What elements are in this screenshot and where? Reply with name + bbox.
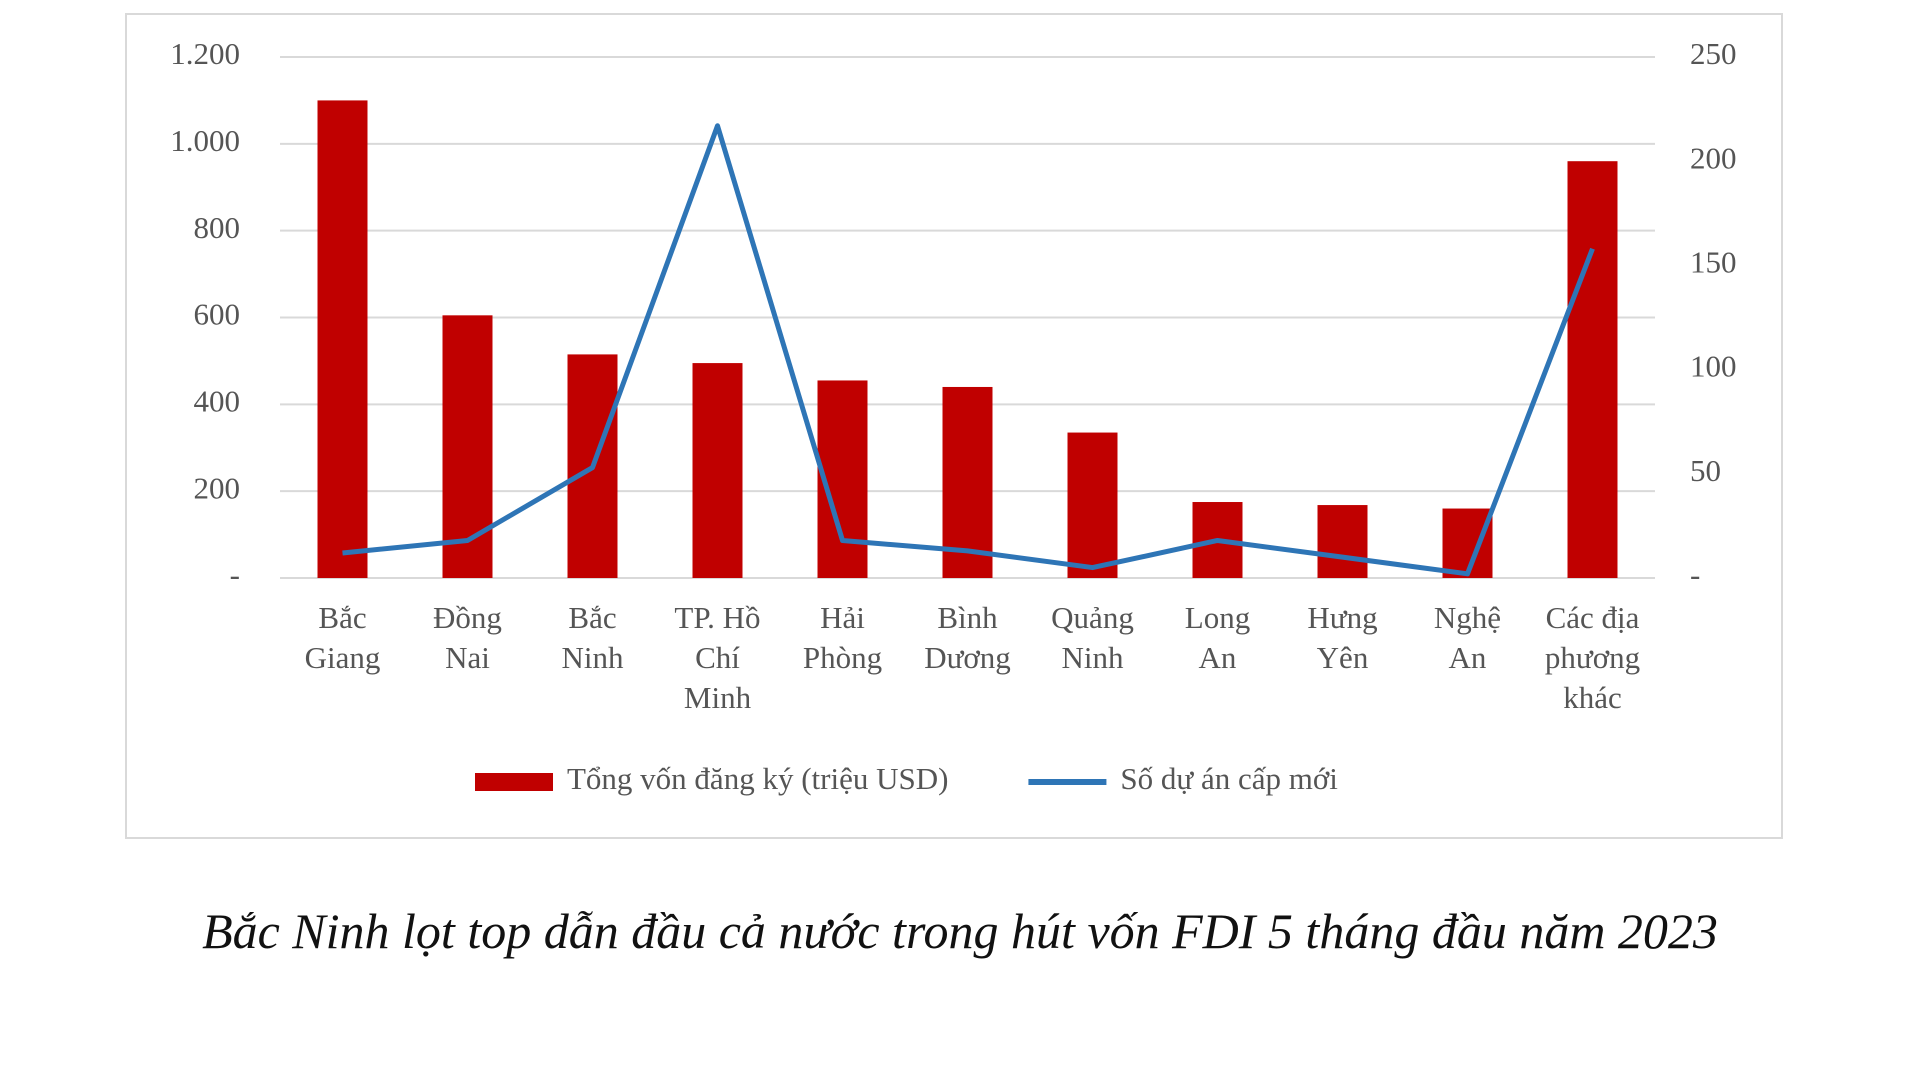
caption: Bắc Ninh lọt top dẫn đầu cả nước trong h… <box>202 903 1718 959</box>
legend-label: Tổng vốn đăng ký (triệu USD) <box>567 761 948 796</box>
legend-swatch <box>475 773 553 791</box>
y-tick-label: 250 <box>1690 36 1737 71</box>
y-tick-label: 1.000 <box>170 123 240 158</box>
x-tick-label: Nghệ An <box>1433 600 1502 675</box>
y-tick-label: 400 <box>194 383 241 418</box>
y-tick-label: 1.200 <box>170 36 240 71</box>
bar <box>1567 161 1618 578</box>
x-tick-label: Bình Dương <box>924 600 1011 675</box>
line <box>342 123 1595 577</box>
bar <box>1442 508 1493 578</box>
bar <box>692 363 743 578</box>
y-tick-label: 150 <box>1690 245 1737 280</box>
bar <box>1317 505 1368 578</box>
x-tick-label: Quảng Ninh <box>1051 600 1134 675</box>
x-tick-label: Bắc Ninh <box>561 600 624 675</box>
x-tick-label: Hưng Yên <box>1307 600 1378 675</box>
x-tick-label: TP. Hồ Chí Minh <box>674 600 761 715</box>
chart-frame <box>125 13 1783 839</box>
y-tick-label: 50 <box>1690 453 1721 488</box>
y-tick-label: 200 <box>194 470 241 505</box>
x-tick-label: Long An <box>1184 600 1251 675</box>
y-tick-label: 200 <box>1690 140 1737 175</box>
bar <box>942 386 993 578</box>
y-tick-label: 100 <box>1690 349 1737 384</box>
y-tick-label: 800 <box>194 210 241 245</box>
x-tick-label: Bắc Giang <box>304 600 381 675</box>
y-tick-label: - <box>1690 557 1700 592</box>
x-tick-label: Hải Phòng <box>802 600 883 675</box>
bar <box>317 100 368 579</box>
x-tick-label: Đồng Nai <box>433 600 502 675</box>
y-tick-label: - <box>230 557 240 592</box>
bar <box>1067 432 1118 578</box>
legend-label: Số dự án cấp mới <box>1120 761 1338 796</box>
x-tick-label: Các địa phương khác <box>1544 600 1641 715</box>
y-tick-label: 600 <box>194 297 241 332</box>
bar <box>442 315 493 578</box>
